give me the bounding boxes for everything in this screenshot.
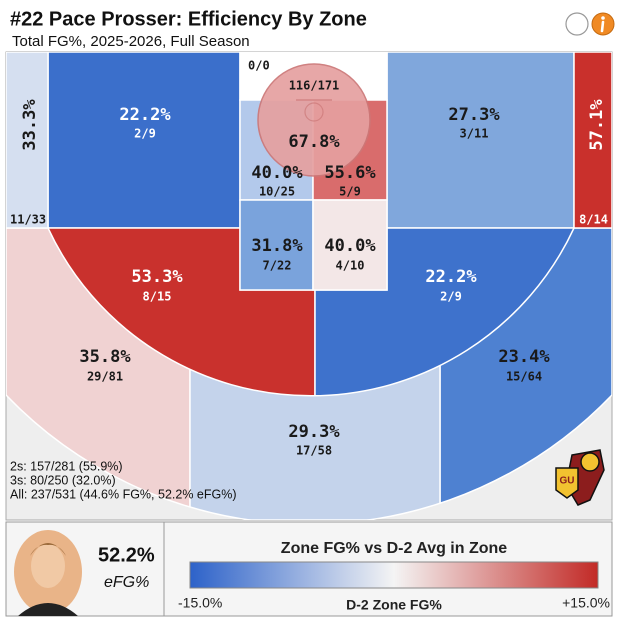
zone-pct: 67.8% <box>288 132 340 152</box>
zone <box>312 199 388 291</box>
zone-pct: 40.0% <box>251 163 303 183</box>
zone-made: 7/22 <box>263 259 292 273</box>
zone-pct: 22.2% <box>119 105 171 125</box>
zone-made: 10/25 <box>259 185 295 199</box>
zone-made: 11/33 <box>10 213 46 227</box>
logo-text: GU <box>560 476 575 487</box>
zone-made: 116/171 <box>289 79 340 93</box>
zone-pct: 40.0% <box>324 236 376 256</box>
zone-made: 3/11 <box>460 127 489 141</box>
subtitle: Total FG%, 2025-2026, Full Season <box>12 33 250 50</box>
zone-made: 17/58 <box>296 444 332 458</box>
toggle-button[interactable] <box>565 12 589 36</box>
zone-pct: 31.8% <box>251 236 303 256</box>
logo-helmet <box>580 452 600 472</box>
zone-made: 2/9 <box>134 127 156 141</box>
zone-made: 0/0 <box>248 59 270 73</box>
zone <box>573 52 612 229</box>
zone-labels: 33.3% 11/33 57.1% 8/14 22.2% 2/9 27.3% 3/11 53.3… <box>10 59 608 458</box>
legend-min: -15.0% <box>178 595 222 611</box>
team-logo: GU <box>555 449 605 506</box>
photo-hair <box>30 543 66 556</box>
zone-pct: 57.1% <box>587 99 607 151</box>
zone-made: 8/14 <box>579 213 608 227</box>
summary-line: 2s: 157/281 (55.9%) <box>10 459 123 473</box>
legend-title: Zone FG% vs D-2 Avg in Zone <box>281 540 507 557</box>
player-photo <box>14 530 82 616</box>
zone-pct: 22.2% <box>425 267 477 287</box>
zone-pct: 23.4% <box>498 347 550 367</box>
zone <box>239 199 314 291</box>
zone-pct: 55.6% <box>324 163 376 183</box>
zone-pct: 35.8% <box>79 347 131 367</box>
zone-made: 29/81 <box>87 370 123 384</box>
summary-line: 3s: 80/250 (32.0%) <box>10 473 116 487</box>
zone-pct: 53.3% <box>131 267 183 287</box>
summary: 2s: 157/281 (55.9%) 3s: 80/250 (32.0%) A… <box>10 459 237 501</box>
photo-face <box>31 544 65 588</box>
zone-pct: 33.3% <box>20 99 40 151</box>
rim <box>304 102 324 122</box>
outer-boundary <box>6 394 612 520</box>
zone <box>386 52 574 229</box>
legend-axis-label: D-2 Zone FG% <box>346 597 442 613</box>
restricted-area <box>257 63 371 177</box>
paint-zones <box>6 52 612 291</box>
info-button[interactable] <box>591 12 615 36</box>
zone-made: 15/64 <box>506 370 542 384</box>
zone-made: 8/15 <box>143 290 172 304</box>
info-dot <box>601 16 605 20</box>
zone-made: 5/9 <box>339 185 361 199</box>
summary-line: All: 237/531 (44.6% FG%, 52.2% eFG%) <box>10 487 237 501</box>
efg-label: eFG% <box>104 574 149 591</box>
three-point-line <box>47 227 575 397</box>
legend-max: +15.0% <box>562 595 610 611</box>
title: #22 Pace Prosser: Efficiency By Zone <box>10 8 367 30</box>
efg-value: 52.2% <box>98 544 155 566</box>
photo-jersey <box>18 603 78 616</box>
zone-pct: 27.3% <box>448 105 500 125</box>
zone-made: 4/10 <box>336 259 365 273</box>
zone-made: 2/9 <box>440 290 462 304</box>
zone-pct: 29.3% <box>288 422 340 442</box>
zone <box>6 52 49 229</box>
info-stem <box>600 20 605 33</box>
legend-bar <box>189 561 599 589</box>
logo-shield <box>555 467 579 499</box>
